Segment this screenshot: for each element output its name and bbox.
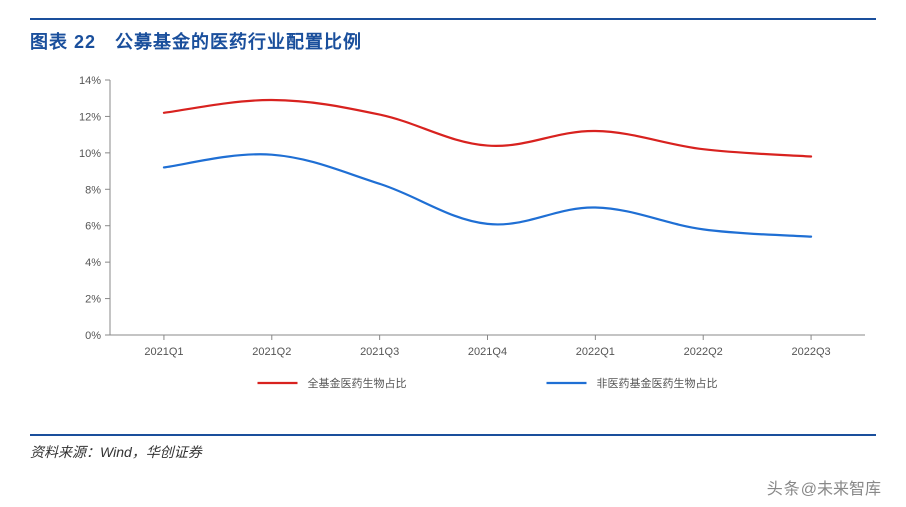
svg-text:2021Q4: 2021Q4	[468, 346, 507, 358]
svg-text:4%: 4%	[85, 257, 101, 269]
svg-text:非医药基金医药生物占比: 非医药基金医药生物占比	[597, 376, 718, 390]
line-chart: 0% 2% 4% 6% 8% 10% 12% 14% 2021Q1 2021Q2 2021Q3 202…	[55, 70, 875, 410]
svg-text:14%: 14%	[79, 75, 101, 87]
chart-header: 图表 22 公募基金的医药行业配置比例	[30, 18, 876, 54]
svg-text:2022Q2: 2022Q2	[684, 346, 723, 358]
watermark: 头条@未来智库	[767, 475, 881, 499]
svg-text:8%: 8%	[85, 184, 101, 196]
svg-text:2022Q1: 2022Q1	[576, 346, 615, 358]
svg-text:10%: 10%	[79, 148, 101, 160]
svg-text:2021Q3: 2021Q3	[360, 346, 399, 358]
chart-footer: 资料来源：Wind，华创证券	[30, 434, 876, 462]
source-text: 资料来源：Wind，华创证券	[30, 442, 876, 462]
watermark-text: @未来智库	[801, 481, 881, 498]
svg-text:2021Q2: 2021Q2	[252, 346, 291, 358]
svg-text:12%: 12%	[79, 111, 101, 123]
watermark-prefix: 头条	[767, 481, 801, 498]
chart-svg: 0% 2% 4% 6% 8% 10% 12% 14% 2021Q1 2021Q2 2021Q3 202…	[55, 70, 875, 410]
svg-text:6%: 6%	[85, 221, 101, 233]
svg-text:全基金医药生物占比: 全基金医药生物占比	[308, 376, 407, 390]
svg-text:2021Q1: 2021Q1	[144, 346, 183, 358]
svg-text:0%: 0%	[85, 330, 101, 342]
svg-text:2%: 2%	[85, 294, 101, 306]
svg-text:2022Q3: 2022Q3	[791, 346, 830, 358]
chart-title: 图表 22 公募基金的医药行业配置比例	[30, 28, 876, 54]
